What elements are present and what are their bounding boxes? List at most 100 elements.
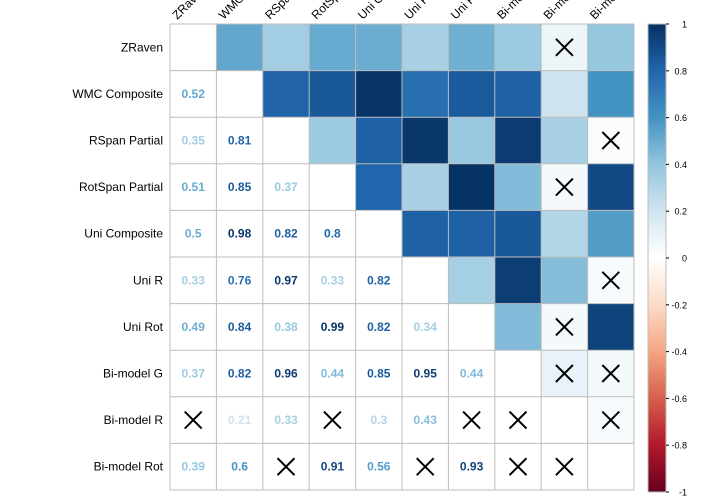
color-cell (587, 303, 634, 351)
cross-mark (601, 131, 621, 150)
row-label: WMC Composite (72, 87, 163, 101)
correlation-value: 0.3 (370, 413, 387, 427)
correlation-value: 0.82 (228, 367, 252, 381)
cross-mark (555, 177, 574, 197)
colorbar-tick-label: -0.6 (671, 394, 687, 404)
cross-mark (508, 457, 528, 476)
colorbar-tick-label: -0.8 (671, 441, 687, 451)
number-cell (216, 163, 263, 211)
color-cell (355, 70, 402, 118)
number-cell (216, 117, 263, 164)
matrix-cells: 0.52 0.35 0.81 0.51 0.85 0.37 0.5 0.98 0.82 0.8 0.… (170, 24, 634, 490)
correlation-value: 0.76 (228, 273, 252, 287)
correlation-value: 0.33 (182, 273, 206, 287)
number-cell (216, 257, 263, 304)
number-cell (355, 350, 402, 397)
correlation-value: 0.5 (185, 227, 202, 241)
column-label: WMC (216, 0, 247, 22)
column-label: RotSp (309, 0, 343, 22)
correlation-value: 0.44 (460, 367, 484, 381)
color-cell (541, 70, 588, 118)
color-cell (541, 117, 588, 164)
color-cell (494, 24, 542, 71)
number-cell (309, 210, 356, 257)
number-cell (216, 350, 263, 397)
correlation-value: 0.56 (367, 460, 391, 474)
diagonal-cell (448, 303, 495, 351)
cross-mark (462, 410, 481, 430)
row-label: Uni Rot (123, 320, 164, 334)
column-label: Bi-mo (541, 0, 573, 22)
correlation-value: 0.95 (414, 367, 438, 381)
correlation-value: 0.96 (274, 367, 298, 381)
diagonal-cell (355, 210, 402, 257)
color-cell (494, 303, 542, 351)
column-label: RSpan (262, 0, 298, 22)
color-cell (448, 117, 495, 164)
correlation-value: 0.8 (324, 227, 341, 241)
color-cell (309, 24, 356, 71)
color-cell (448, 24, 495, 71)
diagonal-cell (587, 443, 634, 490)
number-cell (355, 257, 402, 304)
number-cell (402, 396, 449, 444)
number-cell (262, 303, 310, 351)
cross-mark (508, 410, 528, 430)
correlation-value: 0.81 (228, 134, 252, 148)
colorbar (647, 23, 667, 493)
number-cell (448, 350, 495, 397)
column-label: Bi-mo (494, 0, 526, 22)
colorbar-tick-label: 0.4 (674, 160, 687, 170)
color-cell (448, 70, 495, 118)
correlation-value: 0.98 (228, 227, 252, 241)
correlation-value: 0.33 (321, 273, 345, 287)
number-cell (309, 257, 356, 304)
row-label: RotSpan Partial (79, 180, 163, 194)
color-cell (355, 24, 402, 71)
correlation-value: 0.38 (274, 320, 298, 334)
row-label: Uni Composite (84, 227, 163, 241)
number-cell (170, 443, 217, 490)
correlation-value: 0.82 (367, 273, 391, 287)
correlation-value: 0.93 (460, 460, 484, 474)
correlation-value: 0.91 (321, 460, 345, 474)
diagonal-cell (402, 257, 449, 304)
cross-mark (276, 457, 296, 476)
diagonal-cell (541, 396, 588, 444)
number-cell (355, 443, 402, 490)
number-cell (262, 396, 310, 444)
color-cell (494, 163, 542, 211)
color-cell (494, 257, 542, 304)
correlation-value: 0.82 (274, 227, 298, 241)
number-cell (355, 303, 402, 351)
cross-mark (555, 38, 574, 57)
correlation-value: 0.84 (228, 320, 252, 334)
color-cell (587, 210, 634, 257)
column-label: Bi-mo (587, 0, 619, 22)
number-cell (170, 257, 217, 304)
color-cell (448, 210, 495, 257)
number-cell (216, 210, 263, 257)
column-labels: ZRaven WMC RSpan RotSp Uni C Uni R Uni R Bi-mo B… (169, 0, 619, 22)
color-cell (355, 163, 402, 211)
cross-mark (601, 364, 621, 383)
cross-mark (601, 410, 621, 430)
correlation-value: 0.97 (274, 273, 298, 287)
color-cell (309, 117, 356, 164)
colorbar-tick-label: -0.4 (671, 347, 687, 357)
row-label: Bi-model R (104, 413, 164, 427)
column-label: Uni R (448, 0, 479, 22)
color-cell (262, 70, 310, 118)
color-cell (402, 70, 449, 118)
correlation-value: 0.21 (228, 413, 252, 427)
row-label: Uni R (133, 273, 163, 287)
color-cell (448, 257, 495, 304)
correlation-value: 0.85 (367, 367, 391, 381)
diagonal-cell (216, 70, 263, 118)
correlation-value: 0.82 (367, 320, 391, 334)
cross-mark (555, 457, 574, 476)
color-cell (541, 257, 588, 304)
cross-mark (415, 457, 435, 476)
cross-mark (183, 410, 203, 430)
